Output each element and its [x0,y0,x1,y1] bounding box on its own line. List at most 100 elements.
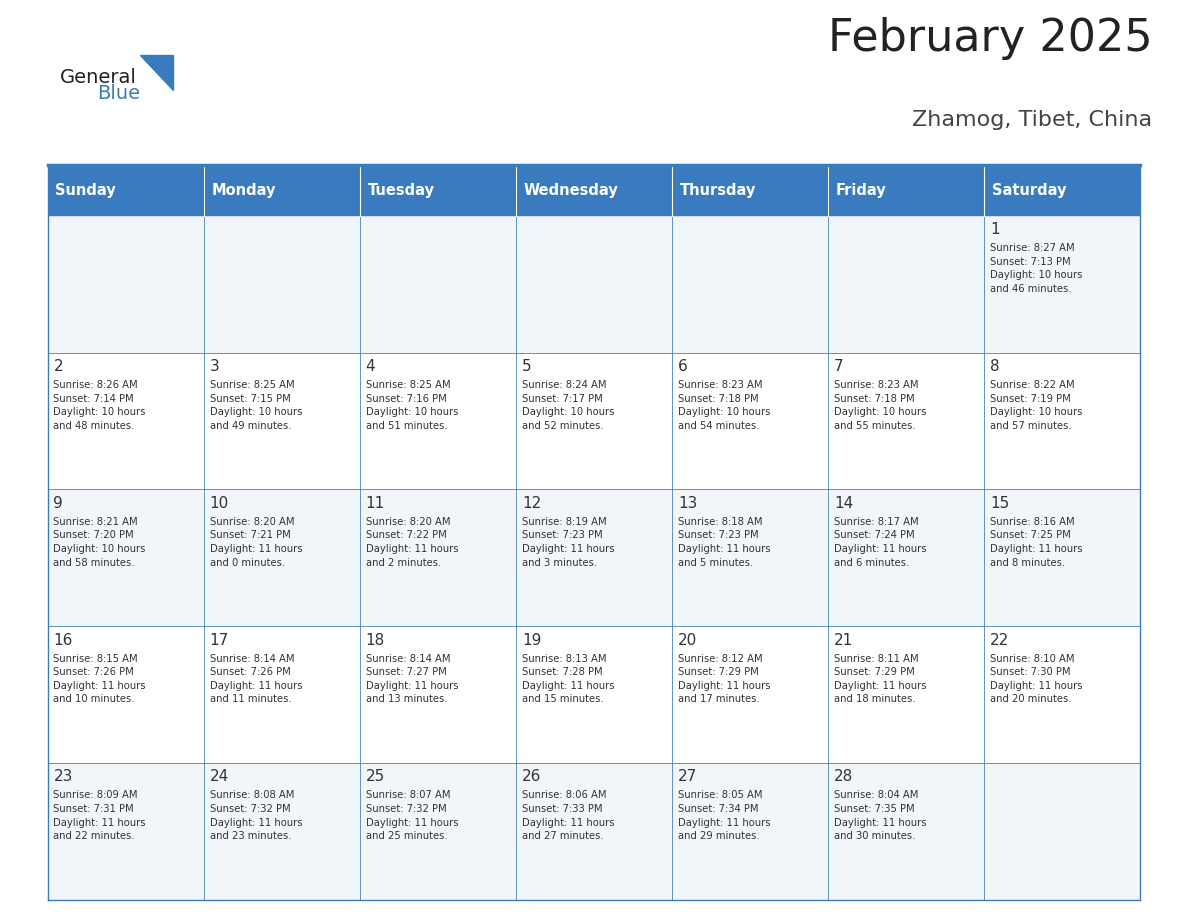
Text: 13: 13 [678,496,697,510]
FancyBboxPatch shape [203,353,360,489]
Text: Sunrise: 8:10 AM
Sunset: 7:30 PM
Daylight: 11 hours
and 20 minutes.: Sunrise: 8:10 AM Sunset: 7:30 PM Dayligh… [991,654,1082,704]
Text: 3: 3 [209,359,220,374]
FancyBboxPatch shape [48,489,203,626]
FancyBboxPatch shape [516,489,672,626]
Text: 2: 2 [53,359,63,374]
Text: Sunrise: 8:13 AM
Sunset: 7:28 PM
Daylight: 11 hours
and 15 minutes.: Sunrise: 8:13 AM Sunset: 7:28 PM Dayligh… [522,654,614,704]
Text: 24: 24 [209,769,229,784]
FancyBboxPatch shape [516,216,672,353]
Text: 14: 14 [834,496,853,510]
FancyBboxPatch shape [203,489,360,626]
Text: 4: 4 [366,359,375,374]
Text: 28: 28 [834,769,853,784]
Text: Sunrise: 8:27 AM
Sunset: 7:13 PM
Daylight: 10 hours
and 46 minutes.: Sunrise: 8:27 AM Sunset: 7:13 PM Dayligh… [991,243,1082,294]
Text: Sunrise: 8:09 AM
Sunset: 7:31 PM
Daylight: 11 hours
and 22 minutes.: Sunrise: 8:09 AM Sunset: 7:31 PM Dayligh… [53,790,146,841]
Text: Sunrise: 8:06 AM
Sunset: 7:33 PM
Daylight: 11 hours
and 27 minutes.: Sunrise: 8:06 AM Sunset: 7:33 PM Dayligh… [522,790,614,841]
Text: 18: 18 [366,633,385,647]
Text: 5: 5 [522,359,531,374]
FancyBboxPatch shape [985,353,1140,489]
FancyBboxPatch shape [48,353,203,489]
Text: Sunrise: 8:21 AM
Sunset: 7:20 PM
Daylight: 10 hours
and 58 minutes.: Sunrise: 8:21 AM Sunset: 7:20 PM Dayligh… [53,517,146,567]
Text: Sunrise: 8:22 AM
Sunset: 7:19 PM
Daylight: 10 hours
and 57 minutes.: Sunrise: 8:22 AM Sunset: 7:19 PM Dayligh… [991,380,1082,431]
Text: Sunrise: 8:23 AM
Sunset: 7:18 PM
Daylight: 10 hours
and 54 minutes.: Sunrise: 8:23 AM Sunset: 7:18 PM Dayligh… [678,380,770,431]
FancyBboxPatch shape [360,216,516,353]
Text: Sunrise: 8:25 AM
Sunset: 7:16 PM
Daylight: 10 hours
and 51 minutes.: Sunrise: 8:25 AM Sunset: 7:16 PM Dayligh… [366,380,459,431]
FancyBboxPatch shape [203,626,360,763]
FancyBboxPatch shape [985,489,1140,626]
Text: 11: 11 [366,496,385,510]
FancyBboxPatch shape [828,626,985,763]
Text: 8: 8 [991,359,1000,374]
Text: Sunrise: 8:20 AM
Sunset: 7:21 PM
Daylight: 11 hours
and 0 minutes.: Sunrise: 8:20 AM Sunset: 7:21 PM Dayligh… [209,517,302,567]
Text: Sunrise: 8:12 AM
Sunset: 7:29 PM
Daylight: 11 hours
and 17 minutes.: Sunrise: 8:12 AM Sunset: 7:29 PM Dayligh… [678,654,771,704]
FancyBboxPatch shape [516,353,672,489]
Text: Thursday: Thursday [680,183,757,198]
Text: 21: 21 [834,633,853,647]
Text: Sunday: Sunday [56,183,116,198]
FancyBboxPatch shape [672,763,828,900]
FancyBboxPatch shape [985,216,1140,353]
FancyBboxPatch shape [672,489,828,626]
FancyBboxPatch shape [985,165,1140,216]
Text: 20: 20 [678,633,697,647]
FancyBboxPatch shape [360,353,516,489]
Text: Sunrise: 8:08 AM
Sunset: 7:32 PM
Daylight: 11 hours
and 23 minutes.: Sunrise: 8:08 AM Sunset: 7:32 PM Dayligh… [209,790,302,841]
Text: Sunrise: 8:16 AM
Sunset: 7:25 PM
Daylight: 11 hours
and 8 minutes.: Sunrise: 8:16 AM Sunset: 7:25 PM Dayligh… [991,517,1082,567]
Text: 19: 19 [522,633,542,647]
Text: 17: 17 [209,633,229,647]
Text: 27: 27 [678,769,697,784]
FancyBboxPatch shape [672,626,828,763]
FancyBboxPatch shape [360,763,516,900]
FancyBboxPatch shape [360,489,516,626]
Text: Sunrise: 8:11 AM
Sunset: 7:29 PM
Daylight: 11 hours
and 18 minutes.: Sunrise: 8:11 AM Sunset: 7:29 PM Dayligh… [834,654,927,704]
Text: 23: 23 [53,769,72,784]
Text: Tuesday: Tuesday [367,183,435,198]
Text: February 2025: February 2025 [828,17,1152,60]
Text: 10: 10 [209,496,229,510]
FancyBboxPatch shape [985,626,1140,763]
FancyBboxPatch shape [828,216,985,353]
Text: Sunrise: 8:18 AM
Sunset: 7:23 PM
Daylight: 11 hours
and 5 minutes.: Sunrise: 8:18 AM Sunset: 7:23 PM Dayligh… [678,517,771,567]
FancyBboxPatch shape [828,489,985,626]
Text: Sunrise: 8:20 AM
Sunset: 7:22 PM
Daylight: 11 hours
and 2 minutes.: Sunrise: 8:20 AM Sunset: 7:22 PM Dayligh… [366,517,459,567]
FancyBboxPatch shape [203,216,360,353]
Text: Sunrise: 8:17 AM
Sunset: 7:24 PM
Daylight: 11 hours
and 6 minutes.: Sunrise: 8:17 AM Sunset: 7:24 PM Dayligh… [834,517,927,567]
Text: 25: 25 [366,769,385,784]
FancyBboxPatch shape [672,165,828,216]
Text: 22: 22 [991,633,1010,647]
Text: Sunrise: 8:15 AM
Sunset: 7:26 PM
Daylight: 11 hours
and 10 minutes.: Sunrise: 8:15 AM Sunset: 7:26 PM Dayligh… [53,654,146,704]
Text: 7: 7 [834,359,843,374]
Text: 9: 9 [53,496,63,510]
FancyBboxPatch shape [828,353,985,489]
Text: Zhamog, Tibet, China: Zhamog, Tibet, China [912,110,1152,130]
FancyBboxPatch shape [985,763,1140,900]
Text: 15: 15 [991,496,1010,510]
Text: General: General [59,68,137,87]
Text: Sunrise: 8:19 AM
Sunset: 7:23 PM
Daylight: 11 hours
and 3 minutes.: Sunrise: 8:19 AM Sunset: 7:23 PM Dayligh… [522,517,614,567]
Text: 1: 1 [991,222,1000,237]
Text: Monday: Monday [211,183,276,198]
Text: Wednesday: Wednesday [524,183,619,198]
FancyBboxPatch shape [828,763,985,900]
Text: Sunrise: 8:23 AM
Sunset: 7:18 PM
Daylight: 10 hours
and 55 minutes.: Sunrise: 8:23 AM Sunset: 7:18 PM Dayligh… [834,380,927,431]
Text: Saturday: Saturday [992,183,1067,198]
FancyBboxPatch shape [516,763,672,900]
Text: Sunrise: 8:26 AM
Sunset: 7:14 PM
Daylight: 10 hours
and 48 minutes.: Sunrise: 8:26 AM Sunset: 7:14 PM Dayligh… [53,380,146,431]
FancyBboxPatch shape [48,216,203,353]
Text: Sunrise: 8:25 AM
Sunset: 7:15 PM
Daylight: 10 hours
and 49 minutes.: Sunrise: 8:25 AM Sunset: 7:15 PM Dayligh… [209,380,302,431]
Text: Sunrise: 8:04 AM
Sunset: 7:35 PM
Daylight: 11 hours
and 30 minutes.: Sunrise: 8:04 AM Sunset: 7:35 PM Dayligh… [834,790,927,841]
FancyBboxPatch shape [516,165,672,216]
Text: 6: 6 [678,359,688,374]
FancyBboxPatch shape [516,626,672,763]
FancyBboxPatch shape [203,165,360,216]
Text: Sunrise: 8:24 AM
Sunset: 7:17 PM
Daylight: 10 hours
and 52 minutes.: Sunrise: 8:24 AM Sunset: 7:17 PM Dayligh… [522,380,614,431]
Text: Friday: Friday [836,183,886,198]
FancyBboxPatch shape [48,165,203,216]
Text: 12: 12 [522,496,541,510]
FancyBboxPatch shape [672,216,828,353]
FancyBboxPatch shape [48,626,203,763]
FancyBboxPatch shape [203,763,360,900]
FancyBboxPatch shape [672,353,828,489]
Text: Sunrise: 8:05 AM
Sunset: 7:34 PM
Daylight: 11 hours
and 29 minutes.: Sunrise: 8:05 AM Sunset: 7:34 PM Dayligh… [678,790,771,841]
Text: Sunrise: 8:14 AM
Sunset: 7:26 PM
Daylight: 11 hours
and 11 minutes.: Sunrise: 8:14 AM Sunset: 7:26 PM Dayligh… [209,654,302,704]
